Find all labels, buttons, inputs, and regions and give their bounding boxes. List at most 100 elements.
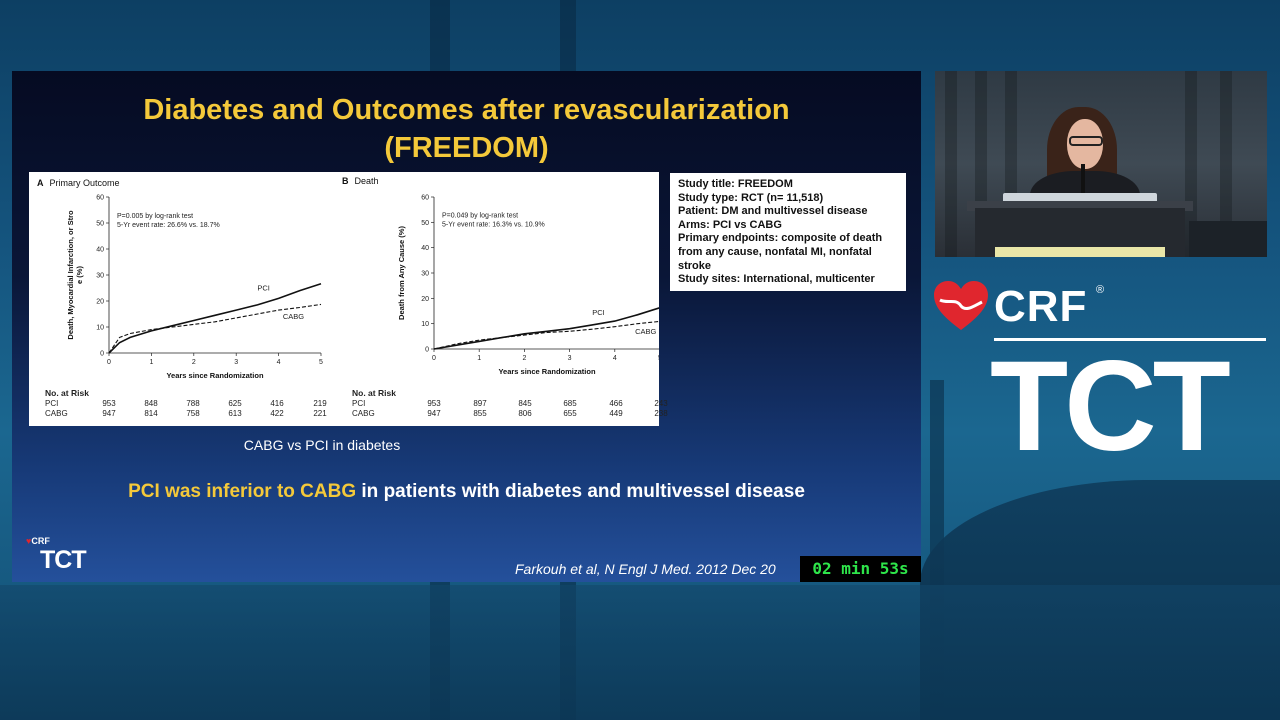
figure-caption: CABG vs PCI in diabetes: [243, 437, 401, 453]
risk-table-cell: 855: [473, 409, 487, 418]
brand-tct-text: TCT: [990, 335, 1231, 478]
conclusion-highlight: PCI was inferior to CABG: [128, 481, 357, 502]
crf-tct-branding: CRF ® TCT: [932, 280, 1272, 480]
y-tick-label: 20: [421, 296, 429, 303]
risk-table-cell: 243: [654, 399, 668, 408]
logo-tct-text: TCT: [40, 546, 87, 574]
slide-title: Diabetes and Outcomes after revasculariz…: [12, 91, 921, 167]
speaker-video: [935, 71, 1267, 257]
y-tick-label: 30: [96, 273, 104, 280]
y-tick-label: 40: [96, 247, 104, 254]
risk-table-header: No. at Risk: [352, 388, 396, 398]
y-tick-label: 10: [96, 325, 104, 332]
slide-title-line2: (FREEDOM): [384, 132, 549, 164]
panel-a-title: Primary Outcome: [49, 178, 120, 188]
panel-a-label: A Primary Outcome: [37, 178, 120, 188]
brand-registered-mark: ®: [1096, 284, 1105, 296]
glasses-icon: [1069, 136, 1103, 146]
risk-table-cell: 238: [654, 409, 668, 418]
chart-annotation: 5-Yr event rate: 26.6% vs. 18.7%: [117, 222, 220, 229]
risk-table-cell: 953: [102, 399, 116, 408]
countdown-timer: 02 min 53s: [800, 556, 921, 582]
risk-table-cell: 758: [186, 409, 200, 418]
logo-crf-text: CRF: [31, 536, 50, 546]
study-info-box: Study title: FREEDOM Study type: RCT (n= …: [670, 173, 906, 291]
slide-conclusion: PCI was inferior to CABG in patients wit…: [12, 481, 921, 503]
info-line: Patient: DM and multivessel disease: [678, 205, 868, 218]
y-tick-label: 10: [421, 321, 429, 328]
y-tick-label: 0: [100, 351, 104, 358]
risk-table-b: No. at Risk PCI CABG 953 897 845 685 466 243 9…: [352, 388, 668, 424]
risk-table-cell: 625: [228, 399, 242, 408]
x-axis-label: Years since Randomization: [166, 371, 264, 380]
info-line: Study type: RCT (n= 11,518): [678, 191, 824, 204]
x-tick-label: 1: [149, 359, 153, 366]
x-tick-label: 1: [477, 355, 481, 362]
y-tick-label: 60: [96, 195, 104, 202]
brand-divider: [994, 338, 1266, 341]
risk-table-cell: 685: [563, 399, 577, 408]
series-label-cabg: CABG: [283, 312, 304, 321]
heart-logo-icon: [934, 281, 988, 330]
y-tick-label: 60: [421, 195, 429, 202]
info-line: Study title: FREEDOM: [678, 178, 793, 190]
risk-table-cell: 221: [313, 409, 327, 418]
chart-annotation: P=0.049 by log-rank test: [442, 212, 518, 219]
x-tick-label: 5: [319, 359, 323, 366]
chart-annotation: P=0.005 by log-rank test: [117, 213, 193, 220]
risk-row-label: PCI: [45, 399, 59, 408]
info-line: Study sites: International, multicenter: [678, 273, 875, 286]
panel-b-letter: B: [342, 176, 349, 186]
risk-row-label: PCI: [352, 399, 366, 408]
series-line-pci: [108, 283, 322, 354]
risk-table-header: No. at Risk: [45, 388, 89, 398]
y-tick-label: 20: [96, 299, 104, 306]
info-line: Primary endpoints: composite of death fr…: [678, 232, 883, 272]
x-tick-label: 3: [568, 355, 572, 362]
panel-a-letter: A: [37, 178, 44, 188]
risk-row-label: CABG: [45, 409, 68, 418]
panel-b-title: Death: [354, 176, 379, 186]
microphone-icon: [1081, 164, 1085, 204]
risk-row-label: CABG: [352, 409, 375, 418]
slide-title-line1: Diabetes and Outcomes after revasculariz…: [143, 94, 790, 126]
chart-primary-outcome: 0 10 20 30 40 50 60 0 1 2 3 4 5 Years since Randomiza…: [66, 195, 323, 381]
risk-table-cell: 416: [270, 399, 284, 408]
risk-table-cell: 788: [186, 399, 200, 408]
series-label-pci: PCI: [592, 308, 605, 317]
km-figure-panel: A Primary Outcome 0 10 20 30 40 50 60 0 1 2 3 4 5 Year…: [29, 172, 668, 426]
y-tick-label: 50: [421, 220, 429, 227]
y-tick-label: 30: [421, 271, 429, 278]
risk-table-cell: 466: [609, 399, 623, 408]
x-tick-label: 4: [277, 359, 281, 366]
y-tick-label: 0: [425, 347, 429, 354]
y-tick-label: 50: [96, 221, 104, 228]
info-line: Arms: PCI vs CABG: [678, 218, 782, 231]
x-tick-label: 0: [432, 355, 436, 362]
x-tick-label: 3: [234, 359, 238, 366]
risk-table-cell: 449: [609, 409, 623, 418]
chart-annotation: 5-Yr event rate: 16.3% vs. 10.9%: [442, 221, 545, 228]
series-line-cabg: [433, 320, 659, 350]
risk-table-cell: 947: [102, 409, 116, 418]
risk-table-cell: 806: [518, 409, 532, 418]
risk-table-cell: 613: [228, 409, 242, 418]
x-tick-label: 2: [522, 355, 526, 362]
series-line-cabg: [108, 303, 322, 354]
risk-table-cell: 947: [427, 409, 441, 418]
heart-icon: ♥: [26, 536, 32, 546]
y-tick-label: 40: [421, 245, 429, 252]
slide-tct-logo: ♥CRF TCT: [26, 536, 96, 576]
risk-table-cell: 897: [473, 399, 487, 408]
presentation-slide: Diabetes and Outcomes after revasculariz…: [12, 71, 921, 582]
risk-table-cell: 219: [313, 399, 327, 408]
x-tick-label: 4: [613, 355, 617, 362]
series-label-cabg: CABG: [635, 327, 656, 336]
x-axis-label: Years since Randomization: [498, 367, 596, 376]
chart-death: 0 10 20 30 40 50 60 0 1 2 3 4 5 Years since Randomiza…: [397, 195, 659, 376]
y-axis-label: Death, Myocardial Infarction, or Stroe (…: [66, 210, 84, 340]
conclusion-rest: in patients with diabetes and multivesse…: [356, 481, 805, 502]
brand-crf-text: CRF: [994, 282, 1088, 331]
risk-table-cell: 845: [518, 399, 532, 408]
